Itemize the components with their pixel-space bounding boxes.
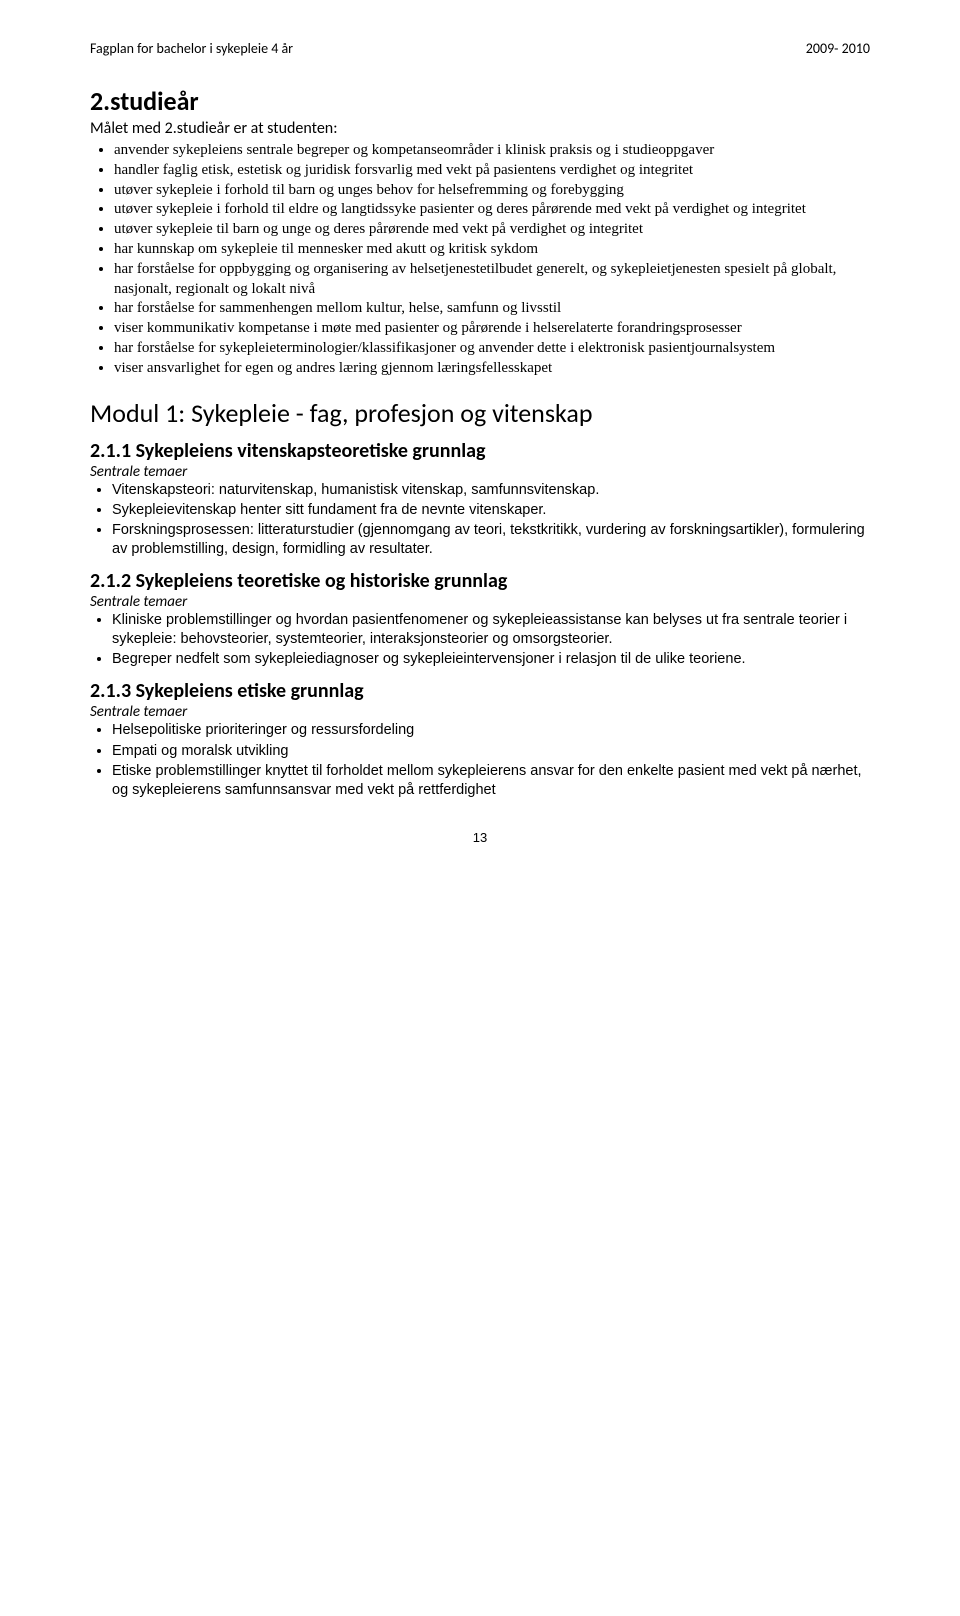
list-item: viser ansvarlighet for egen og andres læ… (114, 359, 870, 379)
header-left: Fagplan for bachelor i sykepleie 4 år (90, 40, 293, 57)
document-page: Fagplan for bachelor i sykepleie 4 år 20… (0, 0, 960, 875)
section-heading: 2.1.1 Sykepleiens vitenskapsteoretiske g… (90, 439, 870, 463)
list-item: utøver sykepleie i forhold til eldre og … (114, 200, 870, 220)
list-item: Empati og moralsk utvikling (112, 742, 870, 761)
list-item: har forståelse for oppbygging og organis… (114, 260, 870, 300)
section-list: Vitenskapsteori: naturvitenskap, humanis… (90, 481, 870, 560)
page-number: 13 (90, 830, 870, 845)
list-item: Sykepleievitenskap henter sitt fundament… (112, 501, 870, 520)
header-right: 2009- 2010 (806, 40, 870, 57)
list-item: anvender sykepleiens sentrale begreper o… (114, 141, 870, 161)
section-label: Sentrale temaer (90, 703, 870, 721)
section-label: Sentrale temaer (90, 463, 870, 481)
list-item: Begreper nedfelt som sykepleiediagnoser … (112, 650, 870, 669)
list-item: Forskningsprosessen: litteraturstudier (… (112, 521, 870, 559)
module-title: Modul 1: Sykepleie - fag, profesjon og v… (90, 397, 870, 429)
list-item: utøver sykepleie i forhold til barn og u… (114, 181, 870, 201)
section-list: Kliniske problemstillinger og hvordan pa… (90, 611, 870, 669)
section-heading: 2.1.3 Sykepleiens etiske grunnlag (90, 679, 870, 703)
page-header: Fagplan for bachelor i sykepleie 4 år 20… (90, 40, 870, 57)
list-item: Helsepolitiske prioriteringer og ressurs… (112, 721, 870, 740)
page-title: 2.studieår (90, 85, 870, 117)
list-item: Etiske problemstillinger knyttet til for… (112, 762, 870, 800)
list-item: har kunnskap om sykepleie til mennesker … (114, 240, 870, 260)
list-item: handler faglig etisk, estetisk og juridi… (114, 161, 870, 181)
list-item: viser kommunikativ kompetanse i møte med… (114, 319, 870, 339)
section-list: Helsepolitiske prioriteringer og ressurs… (90, 721, 870, 800)
section-label: Sentrale temaer (90, 593, 870, 611)
main-bullet-list: anvender sykepleiens sentrale begreper o… (90, 141, 870, 379)
section-heading: 2.1.2 Sykepleiens teoretiske og historis… (90, 569, 870, 593)
list-item: utøver sykepleie til barn og unge og der… (114, 220, 870, 240)
page-subtitle: Målet med 2.studieår er at studenten: (90, 119, 870, 138)
list-item: Kliniske problemstillinger og hvordan pa… (112, 611, 870, 649)
list-item: har forståelse for sykepleieterminologie… (114, 339, 870, 359)
list-item: Vitenskapsteori: naturvitenskap, humanis… (112, 481, 870, 500)
list-item: har forståelse for sammenhengen mellom k… (114, 299, 870, 319)
